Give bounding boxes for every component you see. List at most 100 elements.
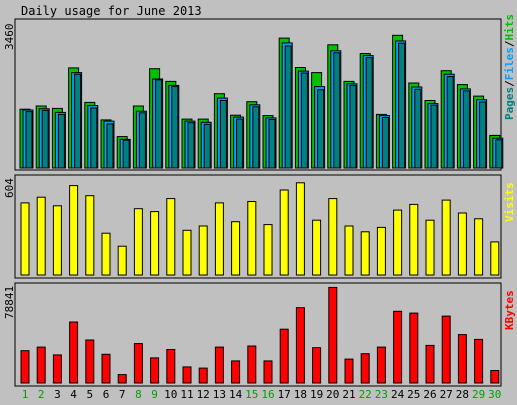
bar-kbytes-day-29 (474, 338, 484, 384)
bar-kbytes-day-19 (312, 347, 322, 384)
legend-kbytes: KBytes (503, 290, 516, 330)
bar-pages-day-6 (106, 123, 114, 169)
ymax-label-bottom: 78841 (3, 286, 16, 319)
bar-pages-day-21 (349, 84, 357, 169)
legend-sep-2: / (503, 40, 516, 47)
x-tick-label-day-3: 3 (54, 388, 61, 401)
x-tick-label-day-25: 25 (407, 388, 420, 401)
x-tick-label-day-7: 7 (119, 388, 126, 401)
bar-visits-day-15 (247, 201, 257, 276)
legend-files: Files (503, 47, 516, 80)
bar-pages-day-9 (155, 79, 163, 169)
x-tick-label-day-22: 22 (359, 388, 372, 401)
bar-pages-day-5 (90, 107, 98, 169)
bar-pages-day-30 (495, 139, 503, 169)
x-tick-label-day-23: 23 (375, 388, 388, 401)
bar-pages-day-19 (317, 89, 325, 169)
bar-pages-day-25 (414, 88, 422, 169)
x-tick-label-day-10: 10 (164, 388, 177, 401)
bar-kbytes-day-4 (69, 321, 79, 384)
bar-visits-day-20 (328, 198, 338, 276)
bar-pages-day-2 (41, 109, 49, 169)
bar-visits-day-21 (344, 225, 354, 276)
bar-visits-day-26 (425, 219, 435, 276)
bar-visits-day-3 (52, 205, 62, 276)
x-tick-label-day-19: 19 (310, 388, 323, 401)
x-tick-label-day-1: 1 (22, 388, 29, 401)
bar-kbytes-day-23 (376, 346, 386, 384)
bar-kbytes-day-21 (344, 358, 354, 384)
legend-sep-1: / (503, 80, 516, 87)
bar-visits-day-19 (312, 219, 322, 276)
bar-kbytes-day-1 (20, 350, 30, 384)
bar-visits-day-22 (360, 231, 370, 276)
bar-kbytes-day-15 (247, 345, 257, 384)
x-tick-label-day-9: 9 (151, 388, 158, 401)
bar-kbytes-day-11 (182, 366, 192, 384)
bar-visits-day-1 (20, 202, 30, 276)
bar-kbytes-day-10 (166, 349, 176, 384)
bar-pages-day-10 (171, 86, 179, 169)
bar-kbytes-day-26 (425, 344, 435, 384)
x-tick-label-day-28: 28 (456, 388, 469, 401)
ymax-label-top: 3460 (3, 24, 16, 51)
panel-kbytes: 78841 KBytes (3, 282, 516, 387)
bar-kbytes-day-7 (117, 374, 127, 384)
bar-pages-day-26 (430, 104, 438, 169)
bar-visits-day-23 (376, 226, 386, 276)
bar-visits-day-28 (457, 212, 467, 276)
bar-visits-day-6 (101, 232, 111, 276)
bar-kbytes-day-28 (457, 334, 467, 384)
bar-kbytes-day-18 (295, 307, 305, 384)
bar-kbytes-day-25 (409, 312, 419, 384)
bar-visits-day-12 (198, 225, 208, 276)
bar-pages-day-14 (236, 118, 244, 169)
bar-kbytes-day-20 (328, 286, 338, 384)
bar-pages-day-8 (138, 112, 146, 169)
bars-middle (20, 182, 500, 276)
bar-kbytes-day-27 (441, 315, 451, 384)
bar-kbytes-day-24 (393, 310, 403, 384)
bar-pages-day-13 (219, 100, 227, 169)
bar-visits-day-9 (150, 211, 160, 276)
bar-pages-day-27 (446, 76, 454, 169)
bar-pages-day-28 (462, 90, 470, 169)
x-tick-label-day-20: 20 (326, 388, 339, 401)
x-tick-label-day-26: 26 (423, 388, 436, 401)
x-tick-label-day-15: 15 (245, 388, 258, 401)
chart-title: Daily usage for June 2013 (21, 4, 202, 18)
x-tick-label-day-24: 24 (391, 388, 405, 401)
bar-visits-day-29 (474, 218, 484, 276)
bar-visits-day-10 (166, 198, 176, 276)
bar-visits-day-13 (214, 202, 224, 276)
bar-pages-day-18 (300, 72, 308, 169)
x-tick-label-day-18: 18 (294, 388, 307, 401)
bar-visits-day-30 (490, 241, 500, 276)
bar-visits-day-25 (409, 203, 419, 276)
bar-kbytes-day-30 (490, 370, 500, 384)
bar-visits-day-2 (36, 196, 46, 276)
bar-kbytes-day-3 (52, 354, 62, 384)
bar-pages-day-23 (381, 117, 389, 169)
bar-pages-day-1 (25, 111, 33, 169)
bar-kbytes-day-22 (360, 353, 370, 384)
bar-pages-day-3 (57, 113, 65, 169)
bar-visits-day-16 (263, 224, 273, 276)
x-tick-label-day-21: 21 (342, 388, 355, 401)
x-tick-label-day-27: 27 (440, 388, 453, 401)
x-tick-label-day-5: 5 (86, 388, 93, 401)
x-tick-label-day-14: 14 (229, 388, 243, 401)
bar-pages-day-11 (187, 122, 195, 169)
bar-pages-day-24 (398, 42, 406, 169)
bar-kbytes-day-9 (150, 357, 160, 384)
bar-pages-day-20 (333, 52, 341, 169)
legend-hits: Hits (503, 14, 516, 41)
panel-pages-files-hits: 3460 Pages/Files/Hits (3, 14, 516, 171)
bar-visits-day-27 (441, 199, 451, 276)
x-tick-label-day-4: 4 (70, 388, 77, 401)
x-tick-label-day-2: 2 (38, 388, 45, 401)
ymax-label-middle: 604 (3, 178, 16, 198)
x-axis-labels: 1 2 3 4 5 6 7 8 9 10 11 12 13 14 15 16 17 18 19 20 21 22 23 24 2… (22, 388, 502, 401)
bar-kbytes-day-12 (198, 367, 208, 384)
bar-pages-day-12 (203, 123, 211, 169)
